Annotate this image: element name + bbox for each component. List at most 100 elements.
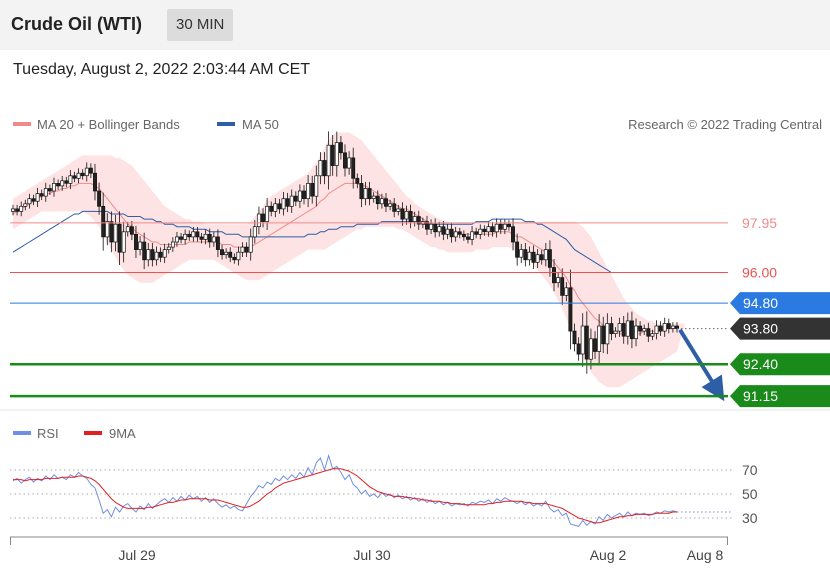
candle [543,243,548,267]
candle [580,313,585,367]
candle [11,204,15,216]
candle [658,321,663,336]
rsi-ma9-line [13,468,677,524]
legend-swatch-ma20 [13,122,31,126]
level-label-3: 93.80 [743,321,778,337]
candle [289,189,294,213]
legend-swatch-9ma [84,431,102,435]
candle [375,190,380,210]
candle [593,331,597,360]
price-plot [11,131,728,402]
candle [654,320,659,340]
datetime-label: Tuesday, August 2, 2022 2:03:44 AM CET [13,61,311,78]
candle [666,318,671,334]
credit-label: Research © 2022 Trading Central [628,117,822,132]
candle [494,218,499,238]
candle [445,224,450,240]
x-tick-label: Aug 2 [590,547,627,563]
candle [158,247,163,263]
candle [334,131,339,177]
candle [195,226,200,242]
candle [507,220,511,231]
candle [396,204,401,216]
candle [175,232,179,247]
candle [273,198,278,218]
candle [482,225,487,236]
candle [306,174,311,208]
candle [318,152,323,185]
legend-swatch-ma50 [217,122,235,126]
candle [154,246,159,266]
candle [367,181,372,206]
candle [203,229,208,245]
candle [93,163,97,201]
candle [23,199,28,211]
candle [588,328,593,370]
candle [625,312,630,345]
candle [568,269,573,350]
candle [441,220,446,241]
candle [609,316,614,341]
candle [515,233,520,266]
candle [392,198,397,218]
candle [670,322,675,333]
candle [285,192,290,213]
forecast-arrow [678,328,725,402]
candle [547,240,552,277]
candle [474,227,479,239]
candle [601,316,606,354]
candle [101,192,106,251]
candle [191,226,196,242]
candle [404,205,409,225]
candle [15,204,20,216]
candle [84,162,89,182]
candle [597,314,602,364]
candle [535,248,540,269]
candle [162,243,167,263]
candle [478,224,483,240]
legend-label-ma50: MA 50 [242,117,279,132]
rsi-tick-70: 70 [742,462,758,478]
candle [646,322,651,342]
candle [293,191,298,207]
candle [47,184,52,195]
candle [330,135,335,176]
candle [220,244,224,260]
candle [19,201,24,217]
candle [179,232,183,244]
candle [64,176,69,188]
candle [642,324,647,336]
interval-button[interactable]: 30 MIN [167,9,234,41]
candle [519,243,524,263]
candle [634,318,638,347]
candle [359,174,364,208]
candle [371,192,376,203]
candle [437,221,442,237]
candle [134,225,138,259]
candle [236,246,241,266]
candle [72,171,77,183]
candle [117,211,122,266]
candle [302,185,306,205]
candle [170,237,175,252]
candle [183,229,188,245]
candle [240,242,245,258]
candle [228,247,233,263]
candle [502,219,507,235]
candle [338,136,343,160]
candle [121,221,126,263]
level-badge-4 [730,353,830,376]
candle [539,249,544,265]
candle [433,218,438,238]
candle [605,313,610,355]
candle [511,218,515,251]
candle [470,226,475,246]
candle [629,311,634,349]
candle [56,179,61,190]
candle [379,193,384,209]
level-label-5: 91.15 [743,388,778,404]
candle [572,323,577,352]
candle [166,243,171,254]
level-label-0: 97.95 [742,215,777,231]
